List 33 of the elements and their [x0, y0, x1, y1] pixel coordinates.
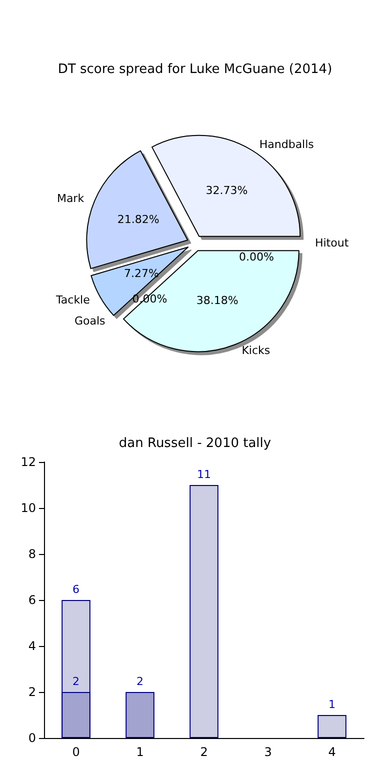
- data-label: 2: [136, 675, 144, 688]
- y-tick-label: 0: [28, 731, 36, 745]
- x-tick-label: 1: [136, 745, 144, 759]
- x-tick-label: 4: [328, 745, 336, 759]
- y-tick-label: 6: [28, 593, 36, 607]
- category-label: Goals: [74, 314, 106, 328]
- data-label: 21.82%: [117, 212, 160, 226]
- y-tick-label: 12: [20, 455, 36, 469]
- bar: [318, 715, 346, 738]
- y-tick-label: 4: [28, 639, 36, 653]
- slice-label: Tackle: [55, 293, 90, 306]
- data-label: 7.27%: [124, 266, 159, 280]
- data-label: 6: [72, 583, 80, 596]
- chart-title: dan Russell - 2010 tally: [118, 436, 272, 451]
- bar: [190, 485, 218, 738]
- chart-title: DT score spread for Luke McGuane (2014): [58, 62, 332, 77]
- x-tick-label: 2: [200, 745, 208, 759]
- bar: [126, 692, 154, 738]
- data-label: 32.73%: [206, 184, 248, 198]
- data-label: 38.18%: [196, 294, 238, 307]
- y-tick-label: 8: [28, 547, 36, 561]
- x-tick-label: 0: [72, 745, 80, 759]
- slice-label: Handballs: [259, 138, 314, 152]
- y-tick-label: 2: [28, 685, 36, 699]
- data-label: 11: [197, 468, 211, 481]
- y-tick-label: 10: [20, 501, 36, 515]
- slice-label: Mark: [56, 192, 85, 205]
- category-label: Hitout: [314, 236, 349, 250]
- x-tick-label: 3: [264, 745, 272, 759]
- slice-label: Kicks: [242, 344, 270, 357]
- text: 0.00%: [239, 250, 274, 264]
- data-label: 2: [72, 675, 80, 688]
- data-label: 1: [328, 698, 336, 711]
